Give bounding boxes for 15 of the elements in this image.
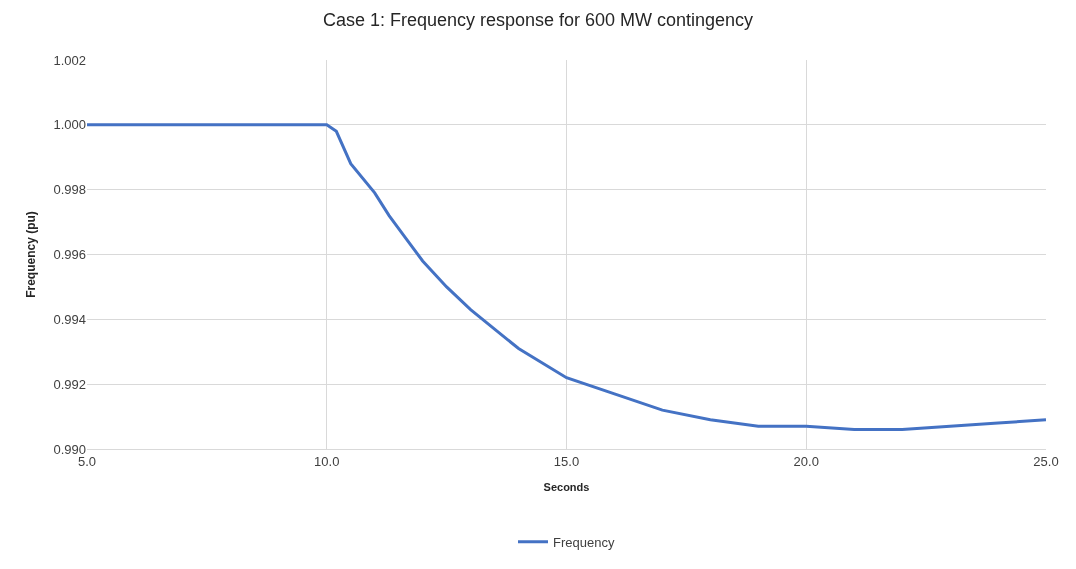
y-tick-label: 0.996 <box>53 247 86 263</box>
x-tick-label: 20.0 <box>793 453 819 469</box>
y-tick-label: 0.994 <box>53 311 86 327</box>
y-axis-title: Frequency (pu) <box>23 211 38 298</box>
y-tick-label: 1.002 <box>53 52 86 68</box>
x-axis-title: Seconds <box>543 480 590 493</box>
y-tick-label: 0.998 <box>53 182 86 198</box>
y-tick-label: 1.000 <box>53 117 86 133</box>
x-tick-label: 10.0 <box>314 453 340 469</box>
line-series <box>87 123 1046 432</box>
y-tick-label: 0.992 <box>53 376 86 392</box>
chart-title: Case 1: Frequency response for 600 MW contingency <box>322 10 754 31</box>
x-tick-label: 25.0 <box>1033 453 1059 469</box>
x-tick-label: 15.0 <box>553 453 580 469</box>
legend-label: Frequency <box>553 534 615 550</box>
